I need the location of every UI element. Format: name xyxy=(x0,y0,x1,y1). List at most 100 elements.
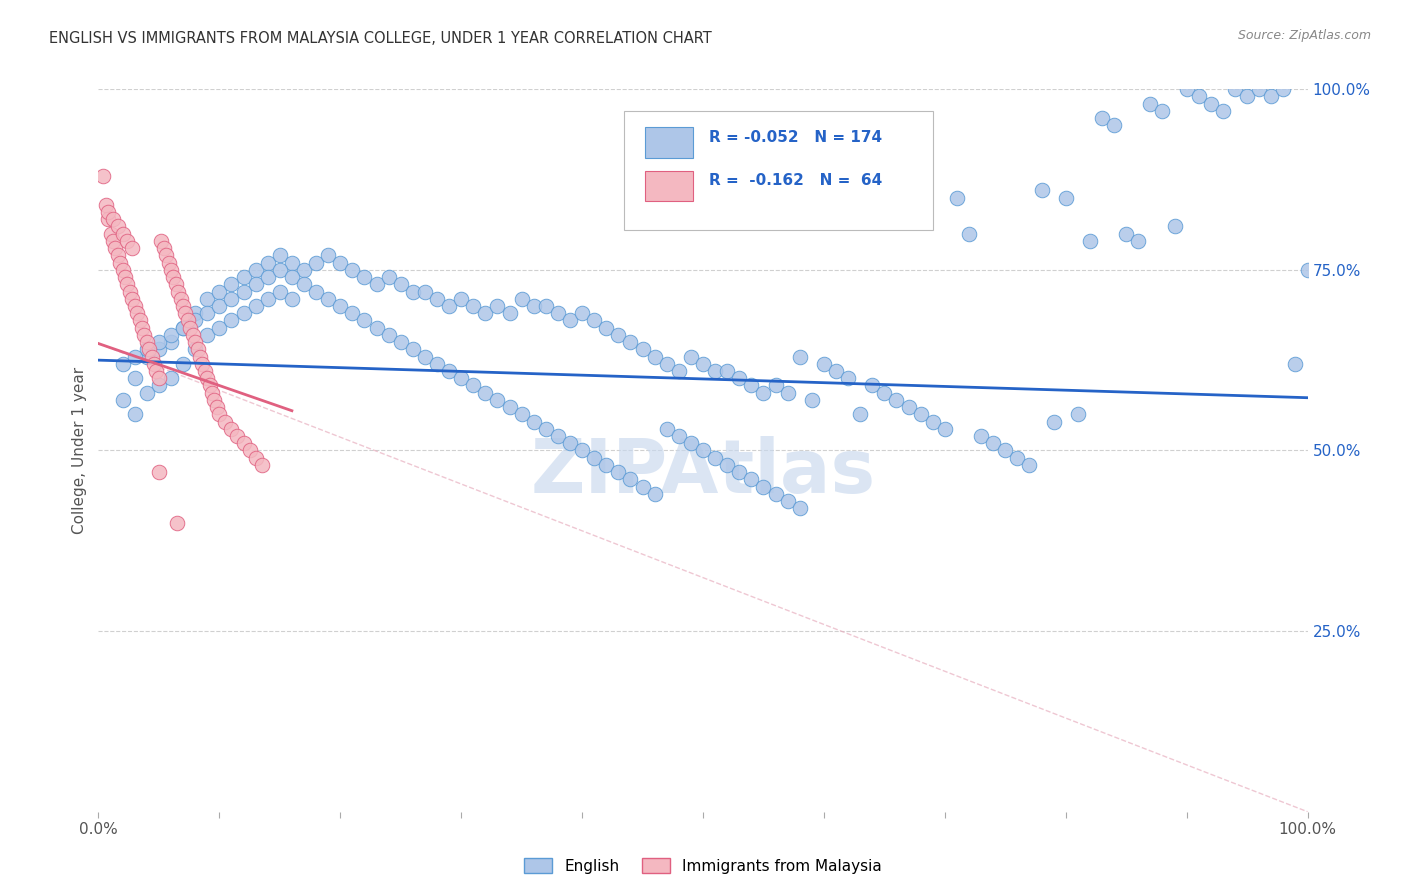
Point xyxy=(510,407,533,421)
Point xyxy=(269,262,291,277)
Point xyxy=(152,241,174,255)
Point xyxy=(1115,227,1137,241)
Point xyxy=(117,277,139,292)
Point xyxy=(679,350,702,364)
Point xyxy=(148,378,170,392)
Point xyxy=(474,306,496,320)
Point xyxy=(765,378,787,392)
Point xyxy=(232,285,254,299)
Point xyxy=(172,320,194,334)
Point xyxy=(198,378,221,392)
Point xyxy=(789,501,811,516)
Text: ZIPAtlas: ZIPAtlas xyxy=(530,435,876,508)
Point xyxy=(366,320,388,334)
Point xyxy=(426,292,449,306)
Point xyxy=(245,262,267,277)
Point xyxy=(1078,234,1101,248)
Point xyxy=(214,415,236,429)
Point xyxy=(188,350,211,364)
Point xyxy=(740,472,762,486)
Point xyxy=(250,458,273,472)
Point xyxy=(523,415,546,429)
Point xyxy=(631,480,654,494)
Point xyxy=(124,350,146,364)
Point xyxy=(104,241,127,255)
Point xyxy=(269,248,291,262)
Point xyxy=(800,392,823,407)
Point xyxy=(174,306,197,320)
Point xyxy=(655,357,678,371)
Point xyxy=(239,443,262,458)
Point xyxy=(101,212,124,227)
Point xyxy=(402,343,425,357)
Point xyxy=(583,313,606,327)
Point xyxy=(97,205,120,219)
Point xyxy=(316,248,339,262)
Point xyxy=(145,364,167,378)
Point xyxy=(571,443,593,458)
Point xyxy=(692,443,714,458)
Point xyxy=(208,320,231,334)
Y-axis label: College, Under 1 year: College, Under 1 year xyxy=(72,367,87,534)
Point xyxy=(437,364,460,378)
Text: R = -0.052   N = 174: R = -0.052 N = 174 xyxy=(709,130,882,145)
Point xyxy=(117,234,139,248)
Point xyxy=(256,292,278,306)
Point xyxy=(181,327,204,342)
Point xyxy=(704,364,727,378)
Point xyxy=(160,327,183,342)
Point xyxy=(184,334,207,349)
Point xyxy=(547,306,569,320)
Point xyxy=(1188,89,1211,103)
Point xyxy=(232,306,254,320)
FancyBboxPatch shape xyxy=(624,111,932,230)
Point xyxy=(776,494,799,508)
Point xyxy=(716,364,738,378)
Point xyxy=(886,392,908,407)
Point xyxy=(486,392,509,407)
Point xyxy=(486,299,509,313)
Point xyxy=(463,299,485,313)
Point xyxy=(148,334,170,349)
Point xyxy=(1091,111,1114,125)
Point xyxy=(547,429,569,443)
Point xyxy=(873,385,896,400)
Point xyxy=(402,285,425,299)
Point xyxy=(162,270,184,285)
Point xyxy=(1102,119,1125,133)
Point xyxy=(946,191,969,205)
Point xyxy=(148,371,170,385)
Point xyxy=(644,350,666,364)
Point xyxy=(498,400,520,414)
Point xyxy=(668,429,690,443)
Point xyxy=(195,306,218,320)
Point xyxy=(150,234,173,248)
Point xyxy=(114,270,136,285)
Point xyxy=(534,299,557,313)
Point xyxy=(607,327,630,342)
Point xyxy=(94,198,117,212)
Point xyxy=(292,277,315,292)
Point xyxy=(619,472,641,486)
Point xyxy=(510,292,533,306)
Point xyxy=(187,343,209,357)
Point xyxy=(704,450,727,465)
Point xyxy=(366,277,388,292)
Point xyxy=(111,227,134,241)
Point xyxy=(631,343,654,357)
Point xyxy=(160,262,183,277)
Point xyxy=(934,422,956,436)
Point xyxy=(1163,219,1185,234)
Point xyxy=(281,292,304,306)
Point xyxy=(135,350,157,364)
Point xyxy=(201,385,224,400)
Point xyxy=(245,277,267,292)
Point xyxy=(155,248,177,262)
Point xyxy=(353,313,375,327)
Text: R =  -0.162   N =  64: R = -0.162 N = 64 xyxy=(709,173,883,188)
Point xyxy=(1031,183,1053,197)
Point xyxy=(716,458,738,472)
Point xyxy=(245,450,267,465)
Point xyxy=(329,299,352,313)
Point xyxy=(728,465,751,479)
